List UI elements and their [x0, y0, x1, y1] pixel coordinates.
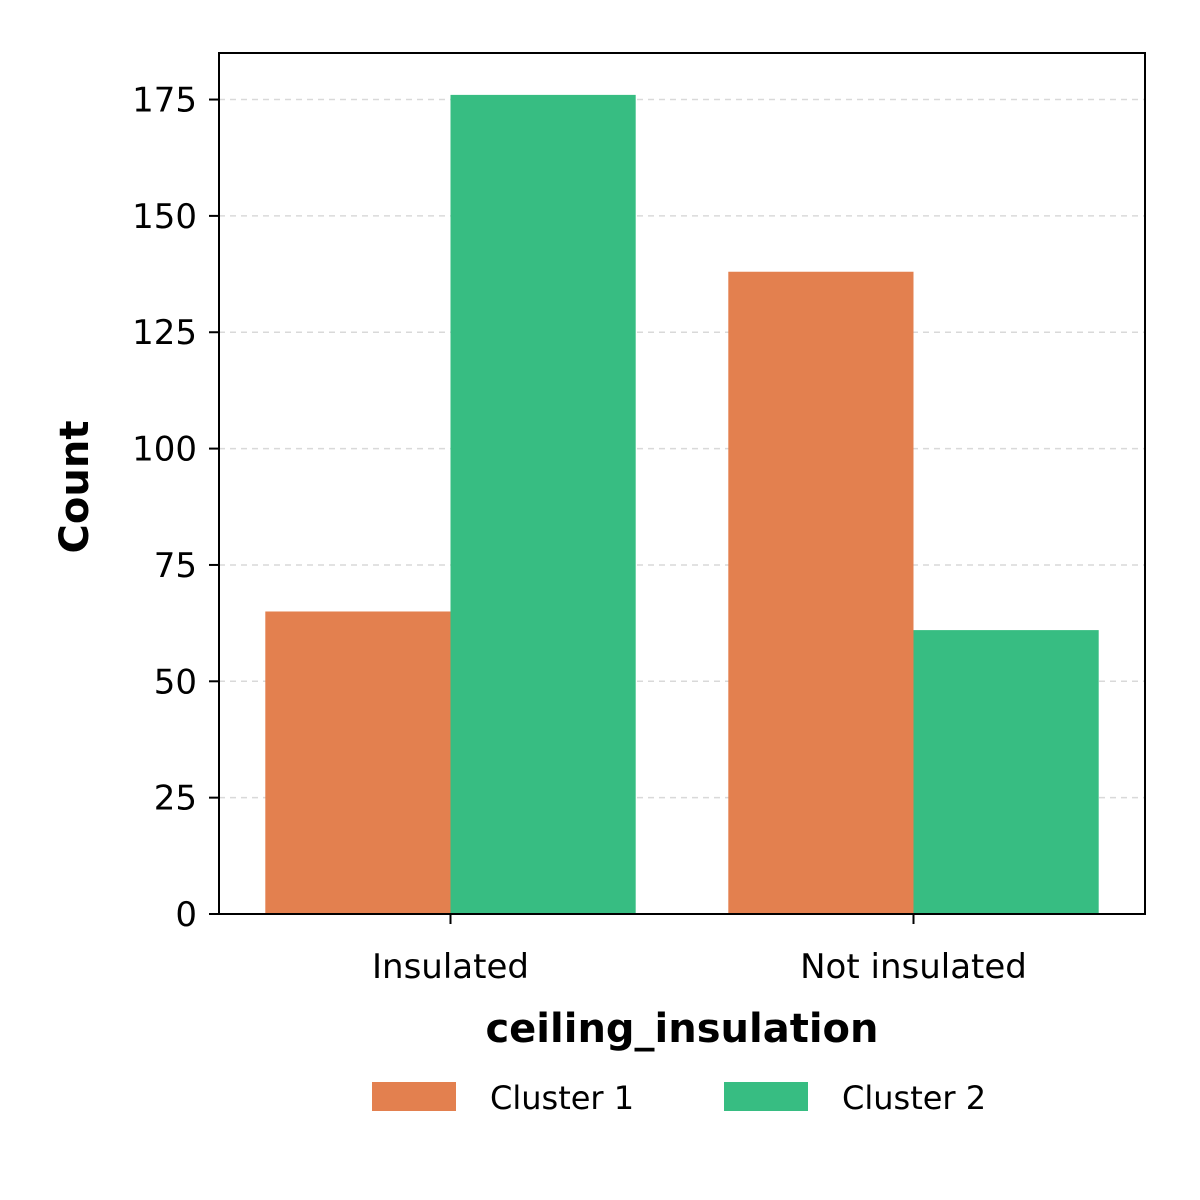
- legend: Cluster 1 Cluster 2: [372, 1079, 986, 1117]
- y-tick-label-7: 175: [132, 81, 197, 121]
- x-tick-label-0: Insulated: [372, 947, 529, 987]
- y-tick-label-1: 25: [154, 779, 197, 819]
- bars: [265, 94, 1099, 915]
- bar-insulated-series-2: [450, 94, 636, 915]
- y-axis-ticks: 0 25 50 75 100 125 150 175: [132, 81, 219, 935]
- y-tick-label-6: 150: [132, 197, 197, 237]
- bar-not-insulated-series-2: [913, 630, 1099, 914]
- x-axis-ticks: Insulated Not insulated: [372, 914, 1027, 987]
- y-tick-label-5: 125: [132, 313, 197, 353]
- x-tick-label-1: Not insulated: [800, 947, 1027, 987]
- bar-not-insulated-series-1: [728, 271, 914, 914]
- y-tick-label-3: 75: [154, 546, 197, 586]
- y-axis-title: Count: [52, 421, 98, 554]
- legend-swatch-2: [724, 1082, 808, 1111]
- legend-swatch-1: [372, 1082, 456, 1111]
- legend-label-2: Cluster 2: [842, 1079, 986, 1117]
- y-tick-label-2: 50: [154, 662, 197, 702]
- x-axis-title: ceiling_insulation: [485, 1006, 878, 1052]
- y-tick-label-0: 0: [175, 895, 197, 935]
- y-tick-label-4: 100: [132, 430, 197, 470]
- legend-label-1: Cluster 1: [490, 1079, 634, 1117]
- plot-frame: [218, 52, 1146, 915]
- bar-insulated-series-1: [265, 611, 451, 914]
